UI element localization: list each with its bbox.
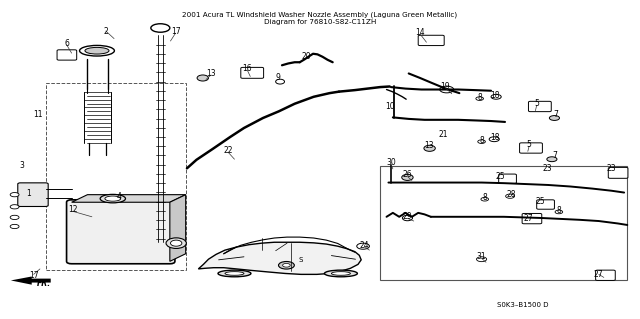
Polygon shape <box>11 277 51 285</box>
Text: 27: 27 <box>594 270 604 279</box>
Text: 29: 29 <box>403 212 412 221</box>
Ellipse shape <box>283 263 290 267</box>
Bar <box>46 83 186 271</box>
FancyBboxPatch shape <box>608 167 628 178</box>
Ellipse shape <box>549 115 559 121</box>
Ellipse shape <box>79 45 115 56</box>
Ellipse shape <box>166 238 186 249</box>
Ellipse shape <box>100 194 125 203</box>
Ellipse shape <box>225 272 244 275</box>
Ellipse shape <box>547 157 557 162</box>
Text: 20: 20 <box>301 52 311 61</box>
Text: 2: 2 <box>104 26 108 35</box>
Ellipse shape <box>476 97 483 100</box>
Text: 28: 28 <box>507 190 516 199</box>
Text: 2001 Acura TL Windshield Washer Nozzle Assembly (Laguna Green Metallic)
Diagram : 2001 Acura TL Windshield Washer Nozzle A… <box>182 11 458 25</box>
FancyBboxPatch shape <box>18 183 48 206</box>
Text: 25: 25 <box>496 172 506 181</box>
Ellipse shape <box>491 94 501 99</box>
Polygon shape <box>170 195 186 261</box>
Ellipse shape <box>424 145 435 151</box>
FancyBboxPatch shape <box>529 101 551 112</box>
Text: 1: 1 <box>26 189 31 198</box>
Text: 18: 18 <box>490 91 500 100</box>
FancyBboxPatch shape <box>67 200 175 264</box>
Ellipse shape <box>402 174 413 181</box>
Ellipse shape <box>278 262 294 269</box>
FancyBboxPatch shape <box>57 50 77 60</box>
Text: 22: 22 <box>223 146 233 155</box>
Text: 7: 7 <box>552 151 557 160</box>
Ellipse shape <box>324 270 357 277</box>
Text: 19: 19 <box>441 82 451 91</box>
Bar <box>380 166 627 280</box>
Polygon shape <box>198 242 361 274</box>
Text: 17: 17 <box>29 271 38 280</box>
FancyBboxPatch shape <box>499 174 516 183</box>
Ellipse shape <box>85 48 109 54</box>
Ellipse shape <box>356 243 369 249</box>
Ellipse shape <box>332 272 351 275</box>
Text: 24: 24 <box>360 241 369 250</box>
Ellipse shape <box>555 210 563 214</box>
Ellipse shape <box>10 215 19 219</box>
Ellipse shape <box>105 196 121 201</box>
Text: 26: 26 <box>403 170 412 180</box>
Text: 21: 21 <box>439 130 448 139</box>
Text: S: S <box>299 257 303 263</box>
Ellipse shape <box>276 79 285 84</box>
Text: 30: 30 <box>386 158 396 167</box>
Text: S0K3–B1500 D: S0K3–B1500 D <box>497 302 548 308</box>
Ellipse shape <box>197 75 209 81</box>
Text: 8: 8 <box>477 93 482 102</box>
Ellipse shape <box>170 240 182 246</box>
Text: 31: 31 <box>477 252 486 261</box>
Text: 5: 5 <box>534 99 539 108</box>
Ellipse shape <box>10 224 19 229</box>
Text: 3: 3 <box>20 161 25 170</box>
Ellipse shape <box>481 197 488 201</box>
Text: 25: 25 <box>536 197 545 206</box>
Text: 9: 9 <box>275 73 280 83</box>
Text: 16: 16 <box>243 64 252 73</box>
Text: 7: 7 <box>553 110 558 119</box>
Text: 5: 5 <box>527 140 532 149</box>
FancyBboxPatch shape <box>520 143 542 153</box>
Text: 12: 12 <box>68 205 77 214</box>
Text: 27: 27 <box>523 213 532 223</box>
Text: 8: 8 <box>479 136 484 145</box>
Ellipse shape <box>10 193 19 197</box>
Text: 13: 13 <box>206 69 216 78</box>
Text: 18: 18 <box>490 133 500 143</box>
FancyBboxPatch shape <box>596 270 615 280</box>
Ellipse shape <box>506 194 515 198</box>
Ellipse shape <box>156 242 165 247</box>
Ellipse shape <box>403 215 413 221</box>
Polygon shape <box>72 195 186 202</box>
Ellipse shape <box>10 205 19 209</box>
Text: 10: 10 <box>385 102 394 111</box>
Text: 23: 23 <box>542 164 552 174</box>
Ellipse shape <box>478 140 485 144</box>
FancyBboxPatch shape <box>537 200 554 209</box>
Text: 8: 8 <box>483 193 487 202</box>
Text: 11: 11 <box>33 110 43 119</box>
Ellipse shape <box>477 257 486 262</box>
Text: 4: 4 <box>116 192 122 201</box>
Text: 23: 23 <box>607 164 616 174</box>
Text: 17: 17 <box>171 27 180 36</box>
Text: FR.: FR. <box>37 279 51 288</box>
FancyBboxPatch shape <box>418 35 444 46</box>
Text: 14: 14 <box>415 28 425 37</box>
Ellipse shape <box>151 24 170 32</box>
Ellipse shape <box>218 270 251 277</box>
FancyBboxPatch shape <box>522 213 541 224</box>
FancyBboxPatch shape <box>241 67 264 78</box>
Ellipse shape <box>489 137 499 142</box>
Text: 13: 13 <box>424 141 434 150</box>
Text: 8: 8 <box>557 206 561 215</box>
Text: 6: 6 <box>64 39 69 48</box>
